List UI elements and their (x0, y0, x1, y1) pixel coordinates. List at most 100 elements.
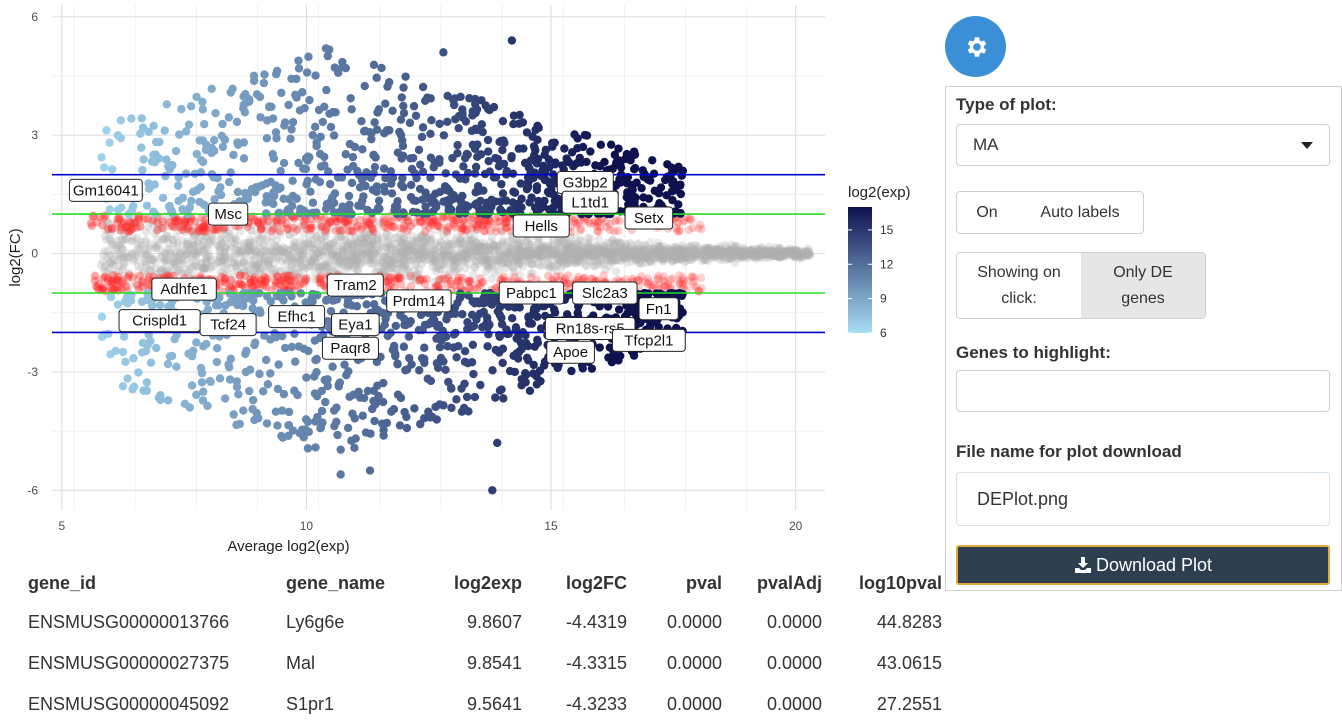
data-point (461, 245, 470, 254)
data-point (177, 268, 186, 278)
data-point (229, 150, 238, 160)
data-point (550, 250, 559, 260)
data-point (272, 272, 282, 281)
data-point (500, 258, 510, 267)
data-point (485, 245, 494, 255)
data-point (176, 254, 186, 263)
data-point (292, 194, 301, 203)
data-point (672, 226, 682, 236)
data-point (522, 128, 532, 137)
data-point (249, 296, 258, 305)
data-point (705, 247, 714, 257)
data-point (101, 225, 111, 235)
data-point (571, 233, 580, 242)
data-point (483, 243, 493, 253)
data-point (161, 254, 170, 263)
data-point (491, 241, 501, 251)
data-point (599, 259, 609, 268)
data-point (757, 251, 766, 260)
data-point (146, 336, 155, 346)
data-point (554, 249, 563, 259)
data-point (561, 240, 571, 249)
grid-lines (52, 5, 825, 510)
data-point (462, 246, 472, 255)
data-point (287, 262, 296, 271)
data-point (242, 98, 251, 107)
data-point (271, 268, 281, 278)
data-point (488, 366, 497, 375)
data-point (275, 208, 284, 218)
data-point (129, 234, 138, 243)
data-point (716, 251, 726, 260)
data-point (794, 251, 803, 260)
data-point (532, 249, 541, 259)
data-point (178, 256, 187, 265)
data-point (346, 251, 356, 261)
data-point (787, 249, 797, 258)
data-point (482, 255, 492, 264)
data-point (325, 179, 335, 189)
data-point (232, 377, 242, 386)
data-point (351, 251, 361, 261)
data-point (644, 194, 654, 203)
data-point (279, 194, 288, 204)
data-point (770, 250, 780, 260)
data-point (379, 378, 388, 388)
data-point (290, 242, 299, 251)
data-point (399, 342, 409, 351)
data-point (320, 152, 329, 162)
data-point (267, 227, 277, 236)
data-point (476, 380, 485, 390)
data-point (263, 274, 272, 283)
data-point (303, 176, 312, 186)
data-point (532, 185, 542, 195)
data-point (350, 443, 359, 453)
data-point (630, 244, 639, 254)
data-point (579, 273, 589, 283)
data-point (737, 247, 747, 256)
data-point (288, 176, 297, 186)
data-point (224, 113, 234, 122)
data-point (290, 329, 299, 338)
data-point (490, 248, 500, 258)
data-point (109, 260, 119, 270)
data-point (732, 241, 742, 251)
data-point (277, 246, 287, 256)
data-point (489, 102, 499, 112)
data-point (715, 253, 725, 263)
data-point (316, 132, 325, 142)
data-point (101, 235, 111, 244)
data-point (382, 243, 392, 253)
data-point (226, 298, 235, 307)
data-point (774, 248, 783, 257)
data-point (537, 245, 547, 255)
data-point (474, 242, 484, 251)
data-point (133, 244, 142, 253)
data-point (578, 251, 588, 260)
data-point (519, 248, 528, 257)
data-point (90, 271, 100, 281)
data-point (399, 101, 408, 111)
data-point (775, 247, 784, 257)
data-point (678, 253, 688, 263)
data-point (734, 248, 743, 258)
data-point (533, 135, 542, 145)
data-point (143, 214, 152, 224)
data-point (358, 222, 368, 232)
data-point (535, 261, 545, 271)
data-point (441, 247, 450, 256)
data-point (586, 243, 595, 253)
data-point (396, 393, 406, 403)
data-point (639, 252, 649, 262)
data-point (633, 248, 642, 258)
data-point (109, 256, 119, 265)
data-point (715, 247, 725, 257)
data-point (528, 268, 537, 278)
data-point (334, 382, 343, 391)
data-point (549, 245, 558, 254)
data-point (513, 245, 522, 254)
data-point (379, 218, 388, 227)
data-point (312, 232, 321, 242)
data-point (757, 250, 767, 260)
data-point (207, 84, 216, 93)
